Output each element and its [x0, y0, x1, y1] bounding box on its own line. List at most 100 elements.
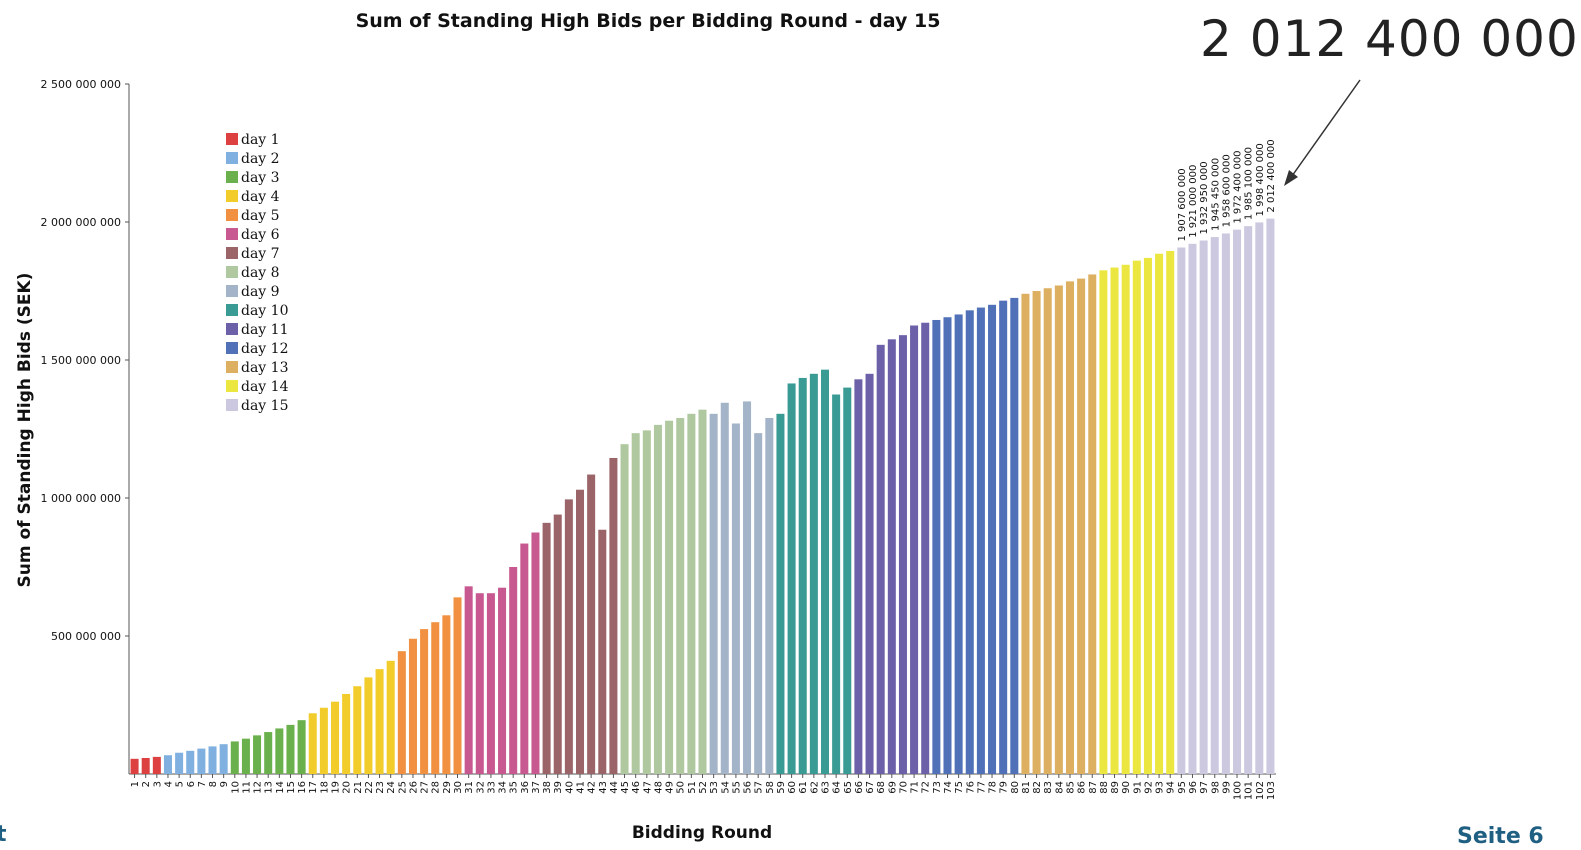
x-tick-label: 88: [1099, 781, 1110, 794]
bar: [397, 651, 406, 774]
legend-swatch: [226, 304, 238, 316]
x-tick-label: 53: [709, 781, 720, 794]
x-tick-label: 39: [553, 781, 564, 794]
x-tick-label: 86: [1077, 781, 1088, 794]
legend-swatch: [226, 266, 238, 278]
x-tick-label: 60: [787, 781, 798, 794]
y-tick-label: 2 500 000 000: [41, 78, 121, 91]
x-tick-label: 12: [253, 781, 264, 794]
x-tick-label: 40: [564, 781, 575, 794]
footer-left-text: t: [0, 822, 7, 847]
bar: [230, 741, 239, 774]
legend-swatch: [226, 247, 238, 259]
data-label: 1 985 100 000: [1244, 147, 1255, 220]
data-label: 1 921 000 000: [1188, 165, 1199, 238]
x-tick-label: 66: [854, 781, 865, 794]
x-tick-label: 99: [1221, 781, 1232, 794]
x-tick-label: 45: [620, 781, 631, 794]
bar: [720, 402, 729, 774]
bar: [342, 693, 351, 774]
bar: [609, 457, 618, 774]
bar: [1065, 281, 1074, 774]
x-tick-label: 96: [1188, 781, 1199, 794]
bar: [1077, 278, 1086, 774]
x-tick-label: 64: [832, 781, 843, 794]
plot-area: 500 000 000 1 000 000 000 1 500 000 000 2 0…: [41, 78, 1277, 800]
x-tick-label: 32: [475, 781, 486, 794]
x-tick-label: 49: [665, 781, 676, 794]
x-tick-label: 44: [609, 781, 620, 794]
bar: [442, 615, 451, 774]
x-tick-label: 76: [965, 781, 976, 794]
x-tick-label: 80: [1010, 781, 1021, 794]
x-tick-label: 92: [1143, 781, 1154, 794]
x-tick-label: 9: [219, 781, 230, 787]
x-tick-label: 41: [576, 781, 587, 794]
bar: [486, 593, 495, 774]
x-tick-label: 37: [531, 781, 542, 794]
bar: [1010, 297, 1019, 774]
x-tick-label: 26: [408, 781, 419, 794]
bar: [1155, 253, 1164, 775]
bar: [186, 750, 195, 774]
x-tick-label: 10: [230, 781, 241, 794]
callout-arrow-head: [1284, 170, 1298, 186]
bar: [498, 587, 507, 774]
x-tick-label: 95: [1177, 781, 1188, 794]
legend-swatch: [226, 228, 238, 240]
bar: [843, 387, 852, 774]
legend-label: day 10: [241, 303, 288, 319]
x-tick-label: 16: [297, 781, 308, 794]
x-tick-label: 31: [464, 781, 475, 794]
bar: [475, 593, 484, 774]
x-tick-label: 61: [798, 781, 809, 794]
x-tick-label: 74: [943, 781, 954, 794]
legend-swatch: [226, 285, 238, 297]
bar: [631, 433, 640, 774]
x-tick-label: 1: [130, 781, 141, 787]
bar: [531, 532, 540, 774]
bar: [999, 300, 1008, 774]
x-tick-label: 82: [1032, 781, 1043, 794]
x-tick-label: 102: [1255, 781, 1266, 800]
bar: [731, 423, 740, 774]
bar: [408, 638, 417, 774]
x-tick-label: 22: [364, 781, 375, 794]
x-tick-label: 27: [420, 781, 431, 794]
x-tick-label: 17: [308, 781, 319, 794]
x-tick-label: 57: [754, 781, 765, 794]
bar: [420, 629, 429, 774]
x-tick-label: 19: [331, 781, 342, 794]
bar: [653, 424, 662, 774]
data-label: 2 012 400 000: [1266, 139, 1277, 212]
bar: [275, 728, 284, 774]
x-tick-label: 8: [208, 781, 219, 787]
bar: [1043, 288, 1052, 774]
legend-label: day 4: [241, 189, 280, 205]
bar: [876, 344, 885, 774]
x-tick-label: 15: [286, 781, 297, 794]
bar: [943, 317, 952, 774]
bar: [798, 377, 807, 774]
x-tick-label: 65: [843, 781, 854, 794]
bar: [1221, 233, 1230, 774]
x-tick-label: 81: [1021, 781, 1032, 794]
bar: [375, 669, 384, 774]
bar: [308, 713, 317, 774]
legend-swatch: [226, 361, 238, 373]
bar: [776, 413, 785, 774]
x-tick-label: 90: [1121, 781, 1132, 794]
x-tick-label: 50: [676, 781, 687, 794]
x-tick-label: 2: [141, 781, 152, 787]
legend-swatch: [226, 209, 238, 221]
x-tick-label: 14: [275, 781, 286, 794]
x-tick-label: 48: [653, 781, 664, 794]
x-tick-label: 20: [342, 781, 353, 794]
x-tick-label: 73: [932, 781, 943, 794]
bar: [576, 489, 585, 774]
x-tick-label: 5: [175, 781, 186, 787]
x-tick-label: 38: [542, 781, 553, 794]
x-tick-label: 97: [1199, 781, 1210, 794]
bar: [464, 586, 473, 774]
x-tick-label: 84: [1054, 781, 1065, 794]
